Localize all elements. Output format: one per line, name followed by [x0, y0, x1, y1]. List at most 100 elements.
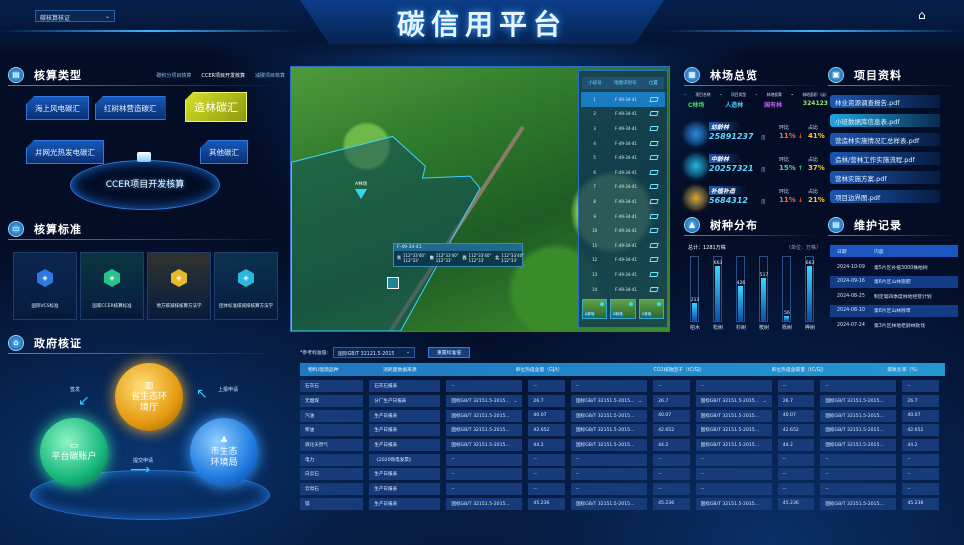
parcel-shape-icon[interactable]	[649, 213, 659, 219]
thumbnail[interactable]: C林场	[638, 299, 664, 320]
standard-cell[interactable]: 国标GB/T 32151.5-2015...	[571, 497, 648, 510]
value-cell[interactable]: --	[528, 483, 566, 496]
standard-cell[interactable]: --	[820, 483, 897, 496]
accounting-tag[interactable]: 其他碳汇	[200, 140, 248, 164]
standard-cell[interactable]: 国标GB/T 32151.5-2015...	[695, 497, 772, 510]
accounting-tag[interactable]: 红树林营造碳汇	[95, 96, 166, 120]
parcel-shape-icon[interactable]	[649, 242, 659, 248]
standard-cell[interactable]: 国标GB/T 32151.5-2015...	[820, 424, 897, 437]
node-provincial-bureau[interactable]: ▥ 省生态环境厅	[115, 363, 183, 431]
value-cell[interactable]: --	[653, 453, 690, 466]
file-link[interactable]: 造林/营林工作实施流程.pdf	[830, 152, 940, 165]
standard-cell[interactable]: --	[695, 483, 772, 496]
standard-cell[interactable]: --	[446, 380, 523, 393]
parcel-shape-icon[interactable]	[649, 155, 659, 161]
list-row[interactable]: 6 F-49-34-41	[581, 165, 665, 180]
value-cell[interactable]: --	[777, 453, 815, 466]
standard-card[interactable]: ◈ 国家CCER核算标准	[80, 252, 144, 320]
standard-cell[interactable]: 国标GB/T 32151.5-2015...	[571, 424, 648, 437]
list-row[interactable]: 13 F-49-34-41	[581, 267, 665, 282]
value-cell[interactable]: --	[653, 380, 690, 393]
value-cell[interactable]: 42.652	[528, 424, 566, 437]
standard-cell[interactable]: --	[695, 453, 772, 466]
parcel-shape-icon[interactable]	[649, 169, 659, 175]
standard-select[interactable]: 国际GB/T 32121.5-2015 ⌄	[333, 346, 415, 358]
platform-label[interactable]: CCER项目开发核算	[105, 180, 185, 190]
standard-cell[interactable]: 国标GB/T 32151.5-2015...	[446, 439, 523, 452]
value-cell[interactable]: --	[777, 468, 815, 481]
standard-card[interactable]: ◈ 地方碳减排核算方法学	[147, 252, 211, 320]
value-cell[interactable]: 40.07	[777, 409, 815, 422]
home-icon[interactable]: ⌂	[918, 8, 926, 22]
standard-cell[interactable]: --	[820, 468, 897, 481]
value-cell[interactable]: 40.07	[528, 409, 566, 422]
list-row[interactable]: 3 F-49-34-41	[581, 121, 665, 136]
standard-cell[interactable]: 国标GB/T 32151.5-2015...	[695, 409, 772, 422]
value-cell[interactable]: 44.2	[777, 439, 815, 452]
file-link[interactable]: 林业资源调查报告.pdf	[830, 95, 940, 108]
standard-cell[interactable]: 国标GB/T 32151.5-2015... ⌄	[446, 395, 523, 408]
standard-cell[interactable]: --	[446, 483, 523, 496]
value-cell[interactable]: 26.7	[777, 395, 815, 408]
chevron-down-icon[interactable]: ⌄	[762, 398, 767, 404]
standard-cell[interactable]: 国标GB/T 32151.5-2015... ⌄	[695, 395, 772, 408]
standard-cell[interactable]: --	[820, 380, 897, 393]
value-cell[interactable]: 42.652	[902, 424, 939, 437]
file-link[interactable]: 营林实施方案.pdf	[830, 171, 940, 184]
standard-cell[interactable]: --	[446, 468, 523, 481]
list-row[interactable]: 5 F-49-34-41	[581, 150, 665, 165]
thumbnail[interactable]: A林场	[582, 299, 608, 320]
file-link[interactable]: 项目边界图.pdf	[830, 190, 940, 203]
list-row[interactable]: 8 F-49-34-41	[581, 194, 665, 209]
chevron-down-icon[interactable]: ⌄	[513, 398, 518, 404]
file-link[interactable]: 小班数据库信息表.pdf	[830, 114, 940, 127]
value-cell[interactable]: 45.236	[528, 497, 566, 510]
parcel-shape-icon[interactable]	[649, 198, 659, 204]
value-cell[interactable]: --	[902, 483, 939, 496]
list-row[interactable]: 1 F-49-34-41	[581, 92, 665, 107]
thumbnail[interactable]: B林场	[610, 299, 636, 320]
value-cell[interactable]: --	[653, 468, 690, 481]
parcel-shape-icon[interactable]	[649, 111, 659, 117]
value-cell[interactable]: --	[528, 453, 566, 466]
value-cell[interactable]: 44.2	[528, 439, 566, 452]
accounting-tag[interactable]: 井网光热发电碳汇	[26, 140, 104, 164]
value-cell[interactable]: --	[528, 468, 566, 481]
node-city-bureau[interactable]: ♣ 市生态环境局	[190, 418, 258, 486]
standard-cell[interactable]: --	[695, 468, 772, 481]
value-cell[interactable]: 45.236	[777, 497, 815, 510]
standard-cell[interactable]: 国标GB/T 32151.5-2015...	[571, 439, 648, 452]
standard-cell[interactable]: 国标GB/T 32151.5-2015...	[820, 497, 897, 510]
value-cell[interactable]: --	[902, 453, 939, 466]
parcel-shape-icon[interactable]	[649, 125, 659, 131]
list-row[interactable]: 4 F-49-34-41	[581, 136, 665, 151]
tab-0[interactable]: 碳积分项目核算	[156, 72, 192, 79]
list-row[interactable]: 9 F-49-34-41	[581, 209, 665, 224]
accounting-tag[interactable]: 海上风电碳汇	[26, 96, 89, 120]
chevron-down-icon[interactable]: ⌄	[638, 398, 643, 404]
standard-card[interactable]: ◈ 国际VCS标准	[13, 252, 77, 320]
list-row[interactable]: 2 F-49-34-41	[581, 107, 665, 122]
standard-cell[interactable]: 国标GB/T 32151.5-2015...	[571, 409, 648, 422]
list-row[interactable]: 12 F-49-34-41	[581, 253, 665, 268]
parcel-shape-icon[interactable]	[649, 184, 659, 190]
standard-cell[interactable]: 国标GB/T 32151.5-2015...	[695, 439, 772, 452]
value-cell[interactable]: 26.7	[653, 395, 690, 408]
value-cell[interactable]: 40.07	[653, 409, 690, 422]
value-cell[interactable]: --	[653, 483, 690, 496]
value-cell[interactable]: 42.652	[777, 424, 815, 437]
standard-cell[interactable]: 国标GB/T 32151.5-2015...	[820, 395, 897, 408]
standard-cell[interactable]: 国标GB/T 32151.5-2015...	[446, 497, 523, 510]
value-cell[interactable]: --	[902, 468, 939, 481]
value-cell[interactable]: 26.7	[902, 395, 939, 408]
value-cell[interactable]: --	[902, 380, 939, 393]
standard-card[interactable]: ◈ 团体标准碳减排核算方法学	[214, 252, 278, 320]
standard-cell[interactable]: --	[695, 380, 772, 393]
standard-cell[interactable]: 国标GB/T 32151.5-2015...	[820, 409, 897, 422]
list-row[interactable]: 10 F-49-34-41	[581, 223, 665, 238]
accounting-tag[interactable]: 造林碳汇	[185, 92, 247, 122]
standard-cell[interactable]: --	[571, 453, 648, 466]
standard-cell[interactable]: 国标GB/T 32151.5-2015...	[695, 424, 772, 437]
standard-cell[interactable]: --	[571, 483, 648, 496]
value-cell[interactable]: 45.236	[653, 497, 690, 510]
